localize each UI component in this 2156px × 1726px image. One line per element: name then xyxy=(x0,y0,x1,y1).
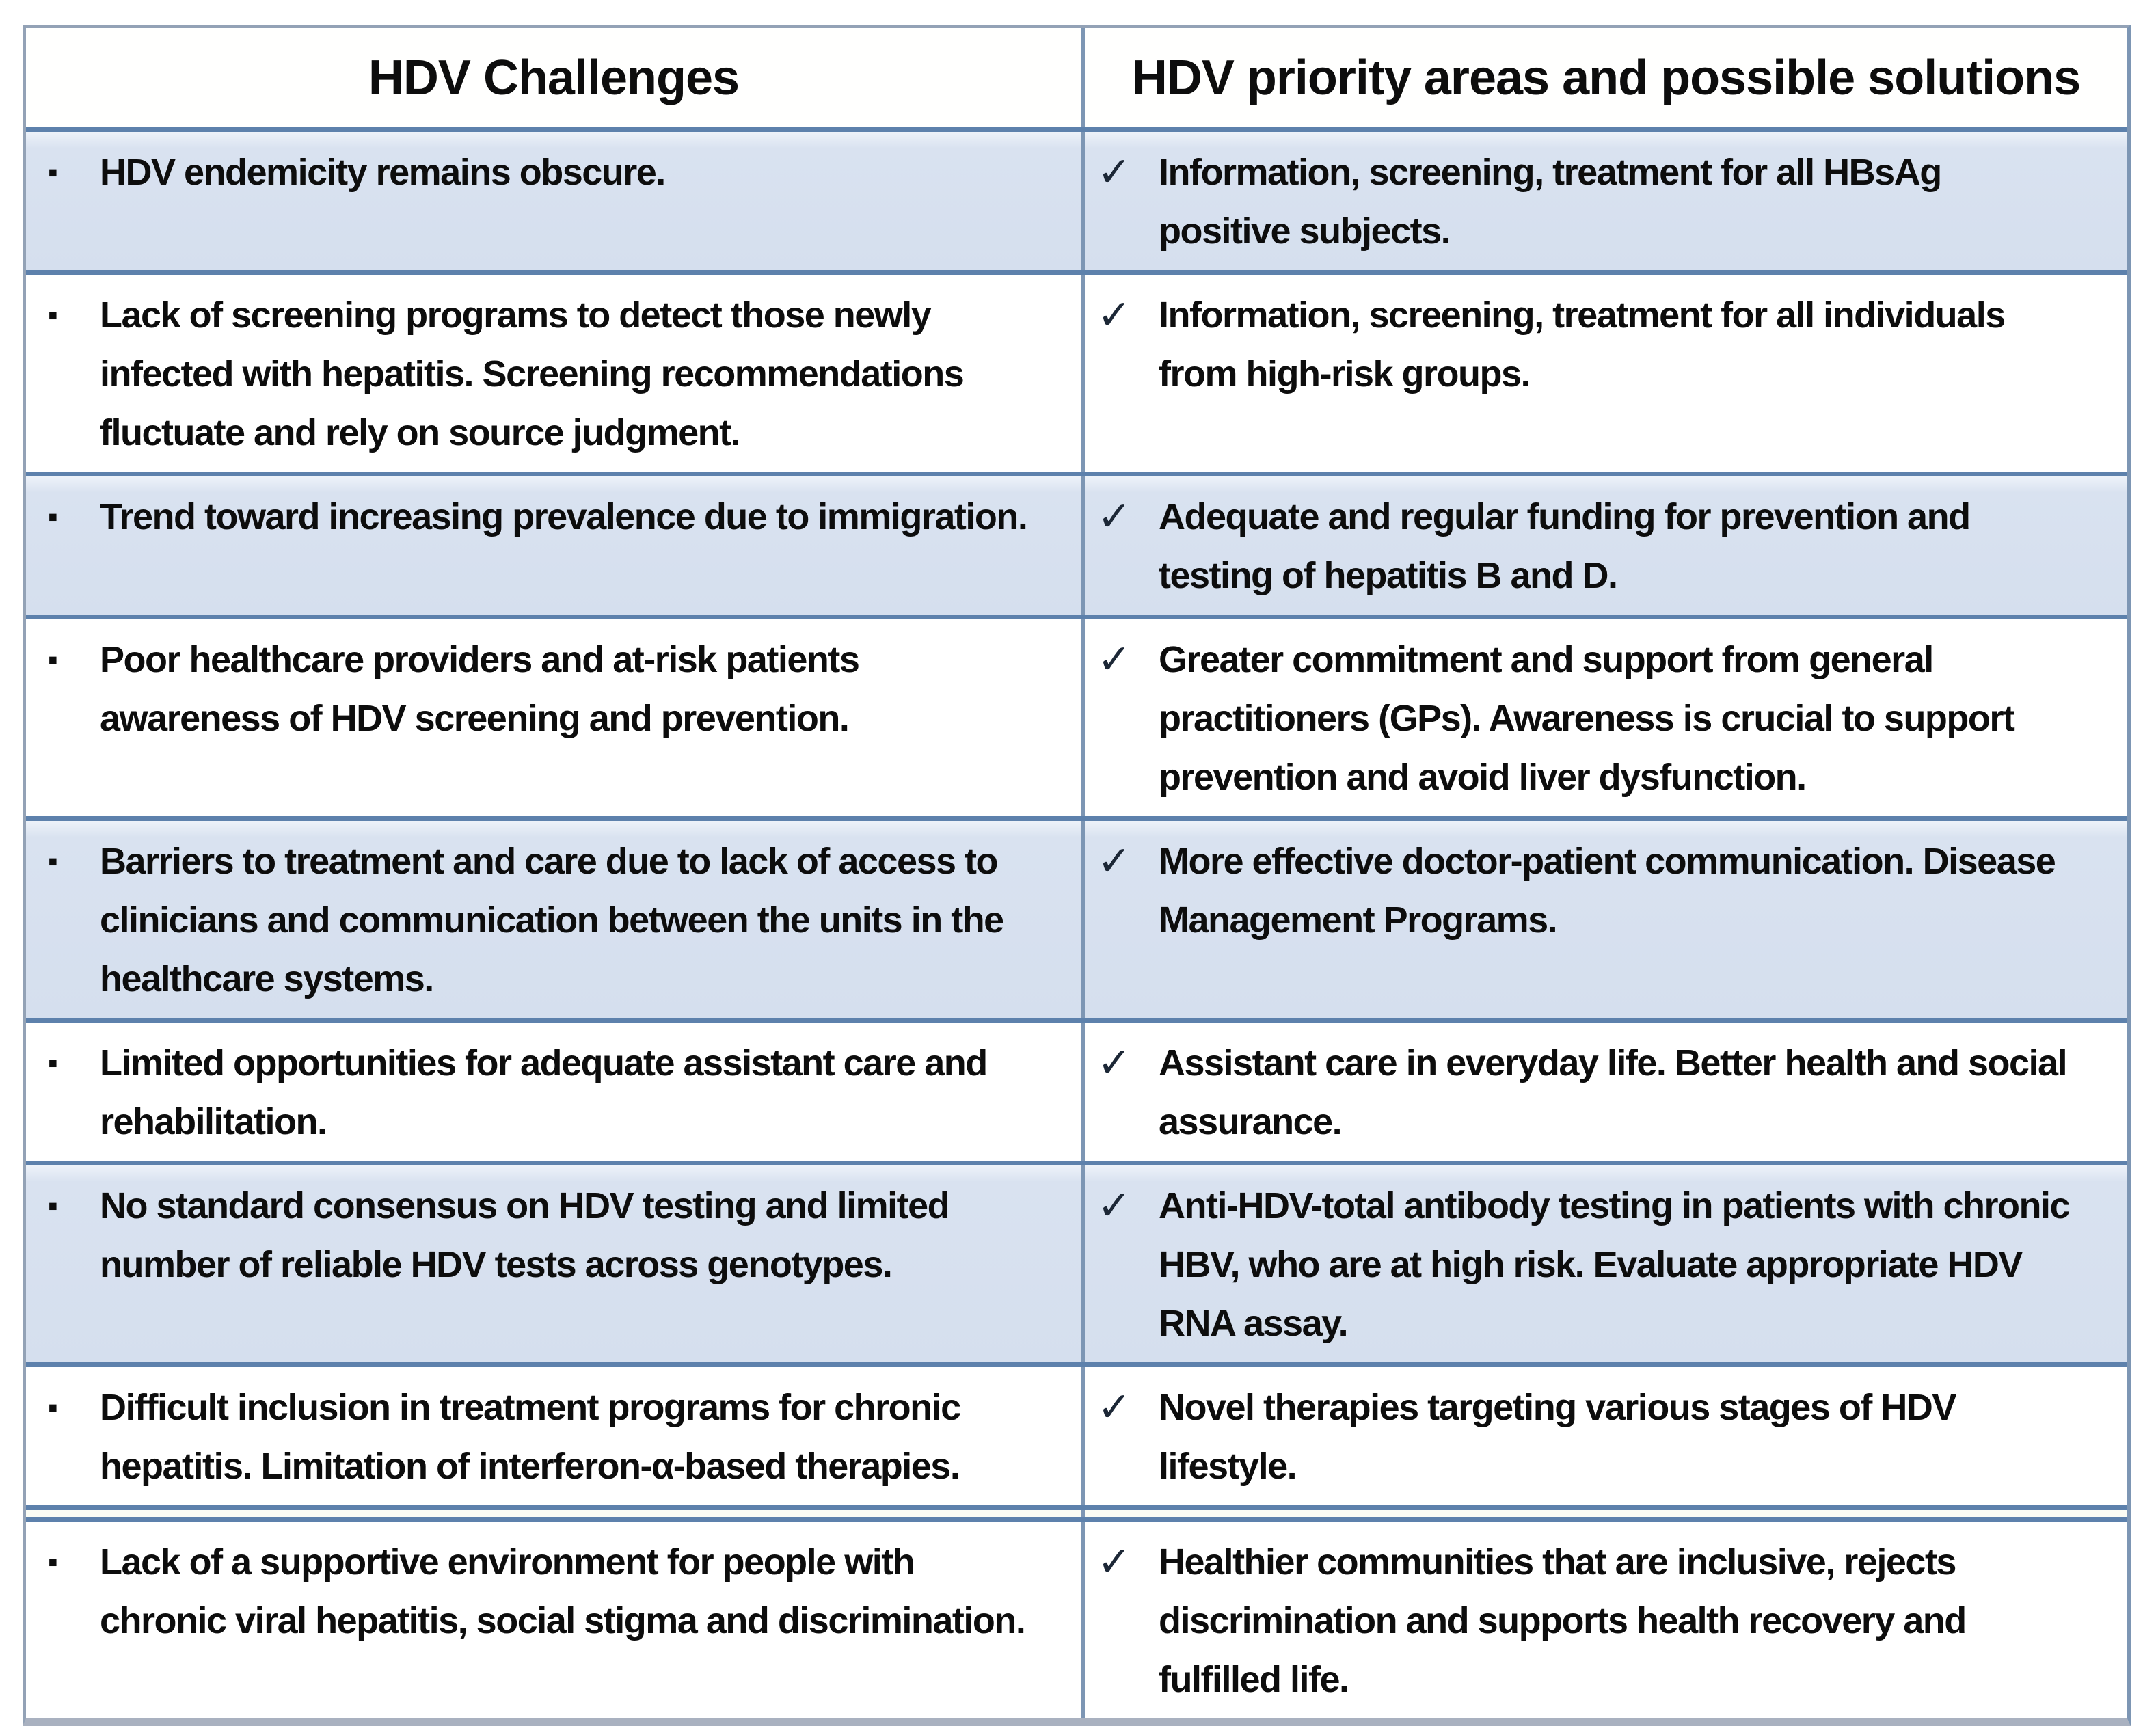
challenge-cell: ▪ Limited opportunities for adequate ass… xyxy=(26,1023,1081,1161)
challenge-cell: ▪ Difficult inclusion in treatment progr… xyxy=(26,1367,1081,1505)
bullet-icon: ▪ xyxy=(48,1391,58,1423)
challenge-text: Lack of a supportive environment for peo… xyxy=(100,1541,1026,1641)
challenge-text: HDV endemicity remains obscure. xyxy=(100,152,666,193)
challenge-cell: ▪ Lack of screening programs to detect t… xyxy=(26,275,1081,472)
challenge-cell: ▪ HDV endemicity remains obscure. xyxy=(26,132,1081,270)
challenge-text: Limited opportunities for adequate assis… xyxy=(100,1042,988,1142)
challenge-text: Difficult inclusion in treatment program… xyxy=(100,1387,961,1487)
bullet-icon: ▪ xyxy=(48,500,58,532)
solution-cell: ✓ Information, screening, treatment for … xyxy=(1081,275,2127,472)
check-icon: ✓ xyxy=(1097,636,1132,684)
solution-text: Anti-HDV-total antibody testing in patie… xyxy=(1159,1185,2071,1344)
table-row: ▪ Poor healthcare providers and at-risk … xyxy=(26,615,2127,816)
solution-cell: ✓ Assistant care in everyday life. Bette… xyxy=(1081,1023,2127,1161)
bullet-icon: ▪ xyxy=(48,156,58,188)
challenge-text: Poor healthcare providers and at-risk pa… xyxy=(100,639,860,739)
solution-text: More effective doctor-patient communicat… xyxy=(1159,841,2056,941)
solution-cell: ✓ Novel therapies targeting various stag… xyxy=(1081,1367,2127,1505)
solution-text: Information, screening, treatment for al… xyxy=(1159,295,2006,394)
check-icon: ✓ xyxy=(1097,837,1132,885)
challenge-text: No standard consensus on HDV testing and… xyxy=(100,1185,950,1285)
solution-text: Healthier communities that are inclusive… xyxy=(1159,1541,1967,1700)
table-row: ▪ Trend toward increasing prevalence due… xyxy=(26,472,2127,615)
hdv-challenges-table: HDV Challenges HDV priority areas and po… xyxy=(23,25,2131,1726)
header-challenges-label: HDV Challenges xyxy=(368,50,740,105)
header-cell-solutions: HDV priority areas and possible solution… xyxy=(1081,28,2127,127)
header-row: HDV Challenges HDV priority areas and po… xyxy=(26,28,2127,127)
check-icon: ✓ xyxy=(1097,1538,1132,1586)
bullet-icon: ▪ xyxy=(48,845,58,877)
bullet-icon: ▪ xyxy=(48,299,58,331)
table-row: ▪ Barriers to treatment and care due to … xyxy=(26,816,2127,1018)
check-icon: ✓ xyxy=(1097,493,1132,541)
solution-text: Novel therapies targeting various stages… xyxy=(1159,1387,1956,1487)
header-solutions-label: HDV priority areas and possible solution… xyxy=(1131,50,2081,105)
solution-cell: ✓ Healthier communities that are inclusi… xyxy=(1081,1522,2127,1718)
check-icon: ✓ xyxy=(1097,1182,1132,1230)
solution-cell: ✓ Anti-HDV-total antibody testing in pat… xyxy=(1081,1165,2127,1362)
table-row: ▪ Limited opportunities for adequate ass… xyxy=(26,1018,2127,1161)
double-separator-right xyxy=(1081,1510,2127,1517)
solution-cell: ✓ Adequate and regular funding for preve… xyxy=(1081,476,2127,615)
challenge-text: Lack of screening programs to detect tho… xyxy=(100,295,965,453)
solution-cell: ✓ Greater commitment and support from ge… xyxy=(1081,619,2127,816)
header-cell-challenges: HDV Challenges xyxy=(26,28,1081,127)
check-icon: ✓ xyxy=(1097,1039,1132,1087)
table-row: ▪ HDV endemicity remains obscure. ✓ Info… xyxy=(26,127,2127,270)
challenge-cell: ▪ Trend toward increasing prevalence due… xyxy=(26,476,1081,615)
table-row: ▪ Lack of screening programs to detect t… xyxy=(26,270,2127,472)
challenge-cell: ▪ No standard consensus on HDV testing a… xyxy=(26,1165,1081,1362)
double-separator xyxy=(26,1505,2127,1517)
solution-text: Assistant care in everyday life. Better … xyxy=(1159,1042,2068,1142)
check-icon: ✓ xyxy=(1097,1384,1132,1431)
table-row: ▪ No standard consensus on HDV testing a… xyxy=(26,1161,2127,1362)
bullet-icon: ▪ xyxy=(48,1189,58,1222)
check-icon: ✓ xyxy=(1097,291,1132,339)
solution-text: Greater commitment and support from gene… xyxy=(1159,639,2015,798)
challenge-text: Trend toward increasing prevalence due t… xyxy=(100,496,1028,537)
challenge-cell: ▪ Barriers to treatment and care due to … xyxy=(26,821,1081,1018)
solution-text: Adequate and regular funding for prevent… xyxy=(1159,496,1971,596)
page: { "table": { "columns": [ { "header": "H… xyxy=(23,25,2131,1726)
table-row: ▪ Lack of a supportive environment for p… xyxy=(26,1517,2127,1718)
bullet-icon: ▪ xyxy=(48,1047,58,1079)
challenge-cell: ▪ Lack of a supportive environment for p… xyxy=(26,1522,1081,1718)
bullet-icon: ▪ xyxy=(48,643,58,675)
solution-cell: ✓ More effective doctor-patient communic… xyxy=(1081,821,2127,1018)
challenge-cell: ▪ Poor healthcare providers and at-risk … xyxy=(26,619,1081,816)
double-separator-left xyxy=(26,1510,1081,1517)
solution-cell: ✓ Information, screening, treatment for … xyxy=(1081,132,2127,270)
solution-text: Information, screening, treatment for al… xyxy=(1159,152,1942,252)
challenge-text: Barriers to treatment and care due to la… xyxy=(100,841,1004,999)
check-icon: ✓ xyxy=(1097,148,1132,196)
table-row: ▪ Difficult inclusion in treatment progr… xyxy=(26,1362,2127,1505)
bullet-icon: ▪ xyxy=(48,1546,58,1578)
